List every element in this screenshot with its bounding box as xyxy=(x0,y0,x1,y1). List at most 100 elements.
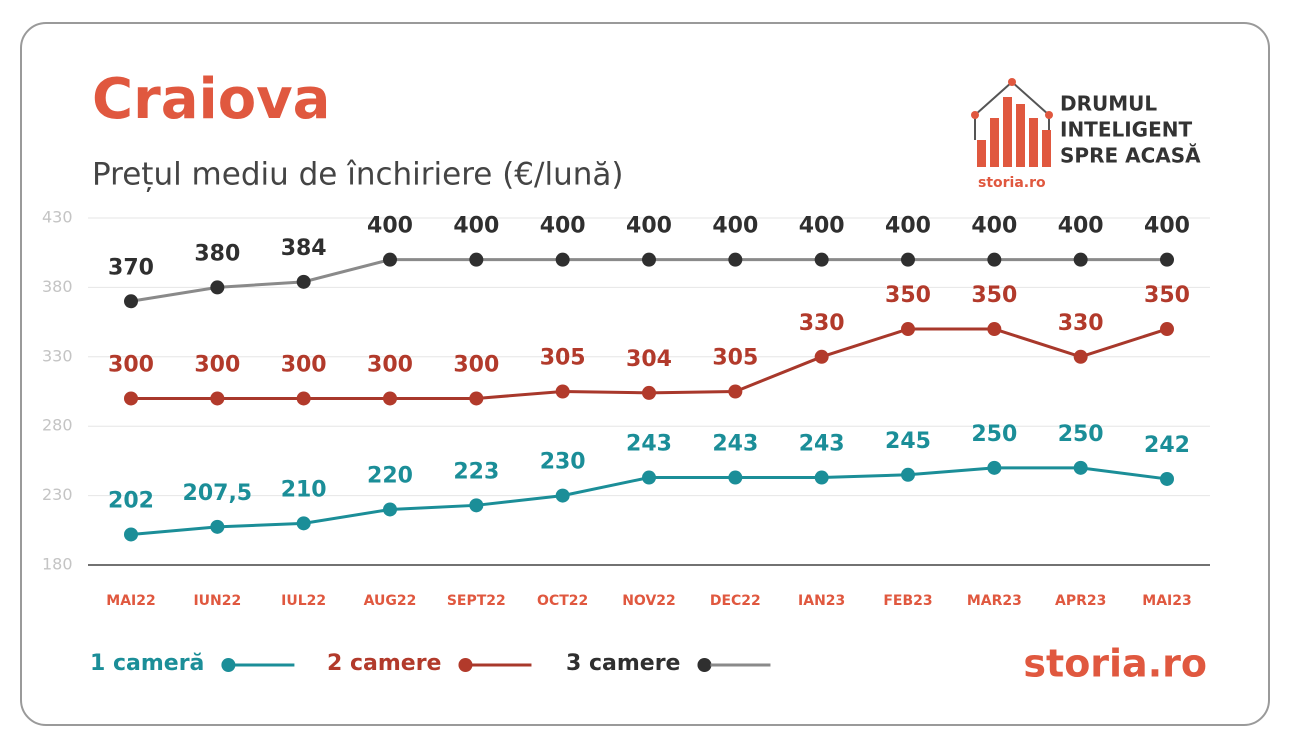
x-tick-label: APR23 xyxy=(1055,593,1106,609)
data-label: 300 xyxy=(108,352,154,377)
point xyxy=(469,391,484,406)
point xyxy=(1073,460,1088,475)
point xyxy=(728,470,743,485)
point xyxy=(555,252,570,267)
data-label: 400 xyxy=(540,214,586,239)
x-tick-label: SEPT22 xyxy=(447,593,506,609)
x-tick-label: OCT22 xyxy=(537,593,588,609)
data-label: 400 xyxy=(885,214,931,239)
x-tick-label: FEB23 xyxy=(883,593,932,609)
point xyxy=(1160,471,1174,486)
point xyxy=(642,252,656,267)
data-label: 400 xyxy=(799,214,845,239)
data-label: 300 xyxy=(453,352,499,377)
point xyxy=(901,467,915,482)
logo-icon xyxy=(971,78,1053,167)
data-label: 400 xyxy=(453,214,499,239)
point xyxy=(210,391,225,406)
point xyxy=(1073,349,1088,364)
y-tick-label: 280 xyxy=(42,416,73,435)
data-label: 207,5 xyxy=(183,481,253,506)
data-label: 350 xyxy=(971,283,1017,308)
point xyxy=(296,391,311,406)
data-label: 400 xyxy=(971,214,1017,239)
data-label: 223 xyxy=(453,459,499,484)
data-label: 400 xyxy=(367,214,413,239)
data-label: 210 xyxy=(281,477,327,502)
data-label: 245 xyxy=(885,429,931,454)
point xyxy=(987,322,1002,337)
data-label: 330 xyxy=(1058,311,1104,336)
y-tick-label: 230 xyxy=(42,485,73,504)
point xyxy=(814,470,829,485)
tagline: INTELIGENT xyxy=(1060,118,1192,142)
point xyxy=(296,274,311,289)
legend-label: 2 camere xyxy=(327,651,441,676)
point xyxy=(1160,252,1174,267)
y-tick-label: 180 xyxy=(42,555,73,574)
legend-label: 1 cameră xyxy=(90,651,204,676)
point xyxy=(901,252,915,267)
point xyxy=(469,252,484,267)
x-tick-label: IAN23 xyxy=(798,593,845,609)
data-label: 243 xyxy=(799,432,845,457)
x-tick-label: MAI22 xyxy=(106,593,155,609)
point xyxy=(469,498,484,513)
data-label: 400 xyxy=(626,214,672,239)
x-tick-label: DEC22 xyxy=(710,593,761,609)
point xyxy=(210,519,225,534)
data-label: 380 xyxy=(194,241,240,266)
data-label: 384 xyxy=(281,236,327,261)
data-label: 350 xyxy=(1144,283,1190,308)
data-label: 400 xyxy=(1144,214,1190,239)
point xyxy=(124,391,138,406)
legend-marker xyxy=(221,658,236,672)
data-label: 243 xyxy=(712,432,758,457)
point xyxy=(814,349,829,364)
x-tick-label: MAI23 xyxy=(1142,593,1191,609)
data-label: 202 xyxy=(108,488,154,513)
x-tick-label: NOV22 xyxy=(622,593,676,609)
data-label: 300 xyxy=(367,352,413,377)
legend-marker xyxy=(458,658,473,672)
point xyxy=(1073,252,1088,267)
point xyxy=(555,384,570,399)
point xyxy=(814,252,829,267)
brand-logo: storia.ro xyxy=(1023,642,1207,686)
data-label: 330 xyxy=(799,311,845,336)
point xyxy=(124,527,138,542)
point xyxy=(728,384,743,399)
chart-title: Craiova xyxy=(92,67,330,132)
data-label: 250 xyxy=(971,422,1017,447)
point xyxy=(642,470,656,485)
point xyxy=(642,385,656,400)
point xyxy=(383,502,397,517)
chart-subtitle: Prețul mediu de închiriere (€/lună) xyxy=(92,157,623,193)
data-label: 305 xyxy=(540,346,586,371)
tagline: SPRE ACASĂ xyxy=(1060,144,1201,168)
point xyxy=(728,252,743,267)
legend-marker xyxy=(697,658,712,672)
data-label: 230 xyxy=(540,450,586,475)
x-tick-label: IUL22 xyxy=(281,593,326,609)
data-label: 350 xyxy=(885,283,931,308)
point xyxy=(296,516,311,531)
x-tick-label: AUG22 xyxy=(364,593,417,609)
point xyxy=(124,294,138,309)
logo-small: storia.ro xyxy=(978,175,1046,191)
data-label: 300 xyxy=(281,352,327,377)
point xyxy=(987,460,1002,475)
data-label: 300 xyxy=(194,352,240,377)
legend-label: 3 camere xyxy=(566,651,680,676)
data-label: 400 xyxy=(1058,214,1104,239)
y-tick-label: 330 xyxy=(42,346,73,365)
y-tick-label: 430 xyxy=(42,208,73,227)
point xyxy=(901,322,915,337)
data-label: 304 xyxy=(626,347,672,372)
data-label: 370 xyxy=(108,255,154,280)
x-tick-label: MAR23 xyxy=(967,593,1022,609)
point xyxy=(555,488,570,503)
point xyxy=(987,252,1002,267)
data-label: 305 xyxy=(712,346,758,371)
